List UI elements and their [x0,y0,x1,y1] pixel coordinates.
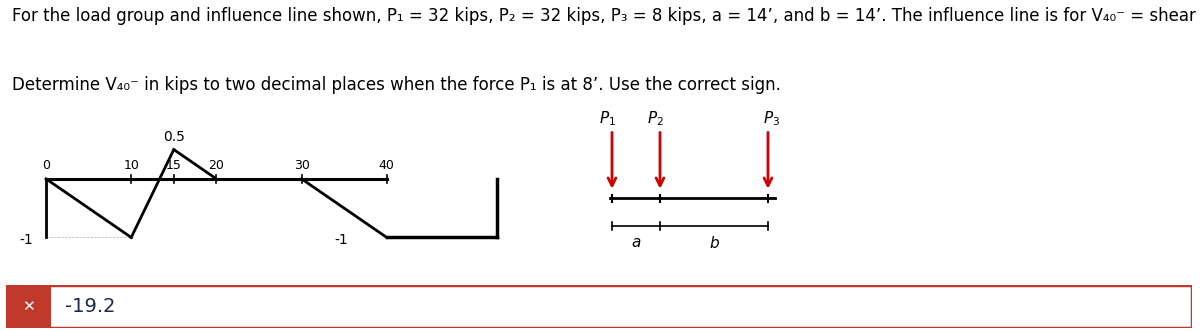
Text: 20: 20 [209,159,224,172]
FancyBboxPatch shape [6,285,52,328]
Text: 15: 15 [166,159,181,172]
Text: $b$: $b$ [708,235,720,251]
FancyBboxPatch shape [6,285,1192,328]
Text: 0: 0 [42,159,50,172]
Text: $P_3$: $P_3$ [763,109,780,128]
Text: 30: 30 [294,159,310,172]
Text: Determine V₄₀⁻ in kips to two decimal places when the force P₁ is at 8’. Use the: Determine V₄₀⁻ in kips to two decimal pl… [12,76,781,94]
Text: ✕: ✕ [22,299,35,314]
Text: -19.2: -19.2 [65,297,115,316]
Text: -1: -1 [19,233,34,247]
Text: $P_2$: $P_2$ [647,109,664,128]
Text: For the load group and influence line shown, P₁ = 32 kips, P₂ = 32 kips, P₃ = 8 : For the load group and influence line sh… [12,7,1200,24]
Text: $P_1$: $P_1$ [599,109,616,128]
Text: 10: 10 [124,159,139,172]
Text: -1: -1 [335,233,348,247]
Text: 0.5: 0.5 [163,130,185,144]
Text: $a$: $a$ [631,235,641,250]
Text: 40: 40 [379,159,395,172]
